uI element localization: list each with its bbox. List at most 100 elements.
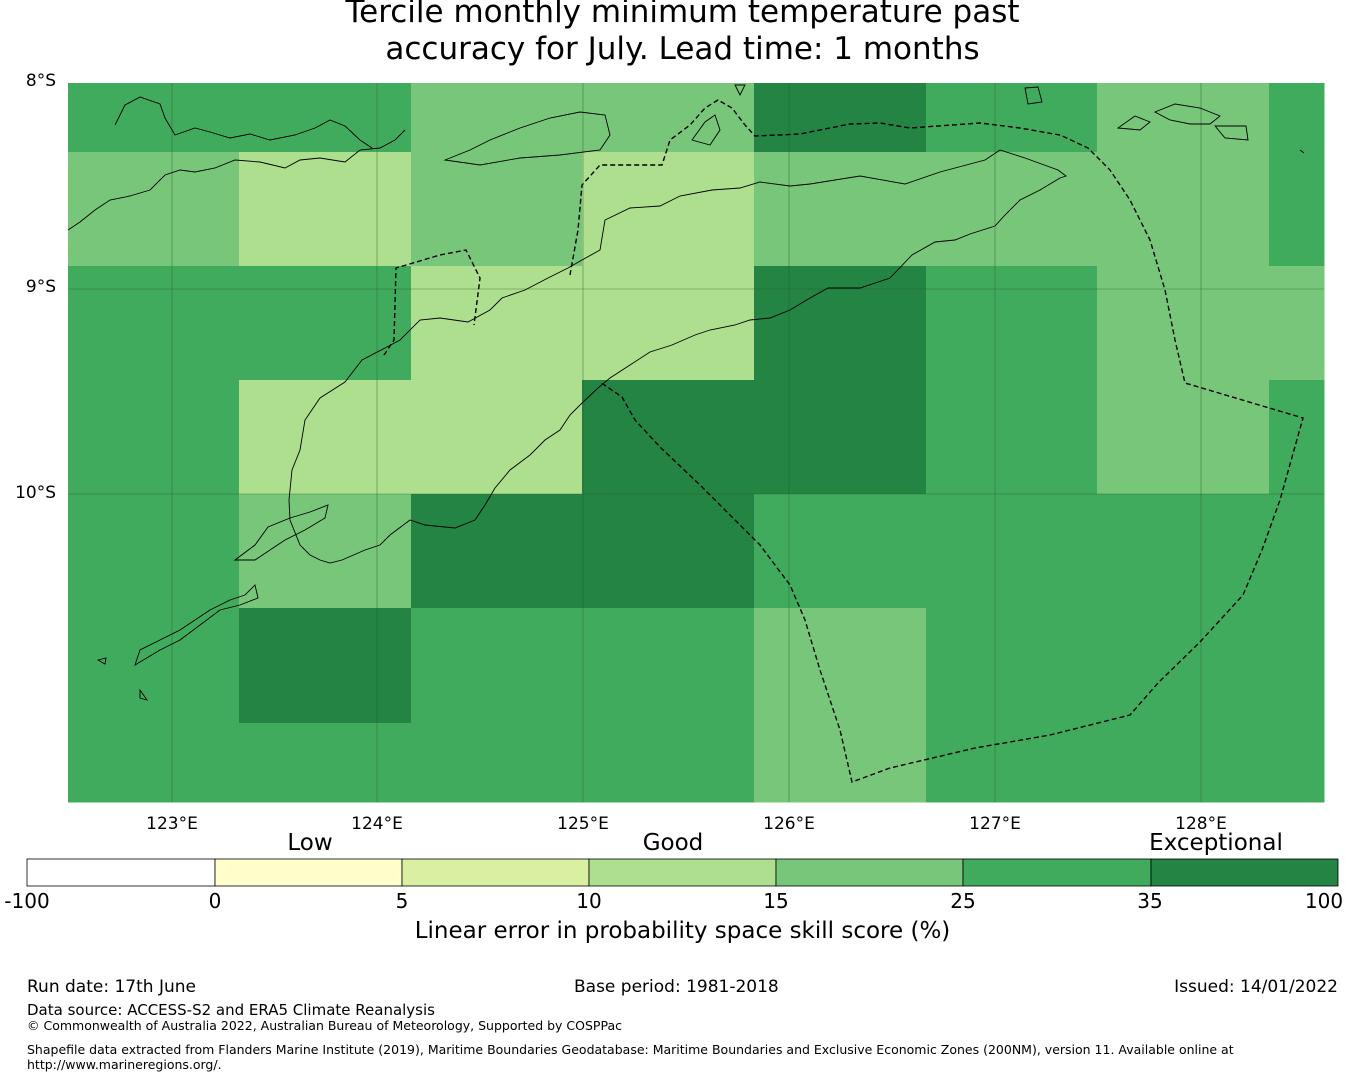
title-line-2: accuracy for July. Lead time: 1 months	[385, 31, 980, 67]
colorbar-segment	[401, 858, 590, 887]
skill-cell	[754, 494, 927, 609]
skill-cell	[582, 152, 755, 267]
small-island-sw-1	[96, 657, 107, 665]
skill-cell	[1097, 152, 1270, 267]
small-island-ne-1	[1299, 149, 1305, 154]
eez-boundary-north	[569, 99, 1304, 783]
title-line-1: Tercile monthly minimum temperature past	[345, 0, 1020, 30]
skill-cell	[582, 83, 755, 153]
skill-cell	[926, 723, 1098, 803]
skill-cell	[239, 266, 412, 381]
skill-cell	[926, 494, 1098, 609]
skill-cell	[68, 723, 240, 803]
small-island-east-1	[1024, 86, 1043, 105]
skill-cell	[926, 380, 1098, 495]
skill-cell	[582, 494, 755, 609]
run-date: Run date: 17th June	[27, 977, 196, 997]
colorbar-category-good: Good	[642, 830, 704, 856]
north-islands-coastline	[114, 96, 373, 149]
maritime-boundaries	[383, 99, 1304, 783]
skill-cell	[411, 83, 583, 153]
colorbar-category-low: Low	[287, 830, 333, 856]
map-title: Tercile monthly minimum temperature past…	[0, 0, 1365, 68]
skill-cell	[926, 83, 1098, 153]
skill-cell	[754, 266, 927, 381]
eez-boundary-west	[383, 249, 481, 356]
timor-island-coastline	[288, 149, 1067, 564]
skill-cell	[926, 152, 1098, 267]
skill-cell	[411, 608, 583, 724]
shapefile-citation: Shapefile data extracted from Flanders M…	[27, 1042, 1234, 1057]
colorbar-tick: 25	[950, 889, 976, 913]
colorbar-tick: 15	[763, 889, 789, 913]
skill-cell	[582, 380, 755, 495]
skill-cell	[1269, 380, 1325, 495]
skill-cell	[1269, 83, 1325, 153]
skill-cell	[68, 152, 240, 267]
issued-date: Issued: 14/01/2022	[1174, 977, 1338, 997]
colorbar-segment	[26, 858, 216, 887]
lon-label-123e: 123°E	[146, 814, 198, 834]
colorbar	[26, 858, 1339, 887]
skill-cell	[68, 380, 240, 495]
skill-cell	[582, 608, 755, 724]
small-island-ne-2	[734, 84, 746, 97]
small-island-east-3	[1153, 103, 1221, 125]
skill-cell	[1097, 380, 1270, 495]
small-island-sw-2	[139, 688, 149, 701]
shapefile-url: http://www.marineregions.org/.	[27, 1057, 222, 1072]
skill-cell	[411, 380, 583, 495]
skill-cell	[754, 152, 927, 267]
colorbar-segment	[962, 858, 1152, 887]
skill-cell	[1269, 608, 1325, 724]
small-island-east-4	[1214, 125, 1249, 141]
skill-grid	[68, 83, 1325, 803]
colorbar-segment	[214, 858, 403, 887]
skill-cell	[239, 380, 412, 495]
base-period: Base period: 1981-2018	[574, 977, 779, 997]
colorbar-segment	[588, 858, 777, 887]
copyright: © Commonwealth of Australia 2022, Austra…	[27, 1018, 622, 1033]
lat-label-9s: 9°S	[25, 277, 56, 297]
lon-label-125e: 125°E	[557, 814, 609, 834]
skill-cell	[582, 266, 755, 381]
skill-cell	[1269, 494, 1325, 609]
colorbar-category-exceptional: Exceptional	[1149, 830, 1283, 856]
skill-cell	[1097, 83, 1270, 153]
skill-cell	[68, 608, 240, 724]
lon-label-126e: 126°E	[763, 814, 815, 834]
lon-label-124e: 124°E	[351, 814, 403, 834]
skill-cell	[68, 266, 240, 381]
skill-cell	[1269, 723, 1325, 803]
colorbar-tick: -100	[4, 889, 50, 913]
skill-cell	[1269, 266, 1325, 381]
lon-label-127e: 127°E	[969, 814, 1021, 834]
skill-cell	[754, 380, 927, 495]
lat-label-8s: 8°S	[25, 71, 56, 91]
skill-cell	[754, 608, 927, 724]
flores-alor-coastline	[67, 129, 406, 231]
skill-cell	[1097, 266, 1270, 381]
skill-cell	[239, 83, 412, 153]
skill-cell	[1097, 494, 1270, 609]
colorbar-tick: 100	[1304, 889, 1344, 913]
wetar-coastline	[443, 111, 611, 166]
skill-cell	[68, 83, 240, 153]
skill-cell	[239, 608, 412, 724]
small-island-east-2	[1116, 115, 1151, 131]
colorbar-label: Linear error in probability space skill …	[414, 918, 951, 944]
skill-cell	[1097, 608, 1270, 724]
skill-cell	[411, 723, 583, 803]
rote-coastline	[233, 504, 329, 561]
atauro-coastline	[691, 114, 721, 146]
lon-label-128e: 128°E	[1175, 814, 1227, 834]
skill-cell	[754, 723, 927, 803]
coastlines	[67, 84, 1305, 701]
colorbar-tick: 0	[208, 889, 222, 913]
skill-cell	[1269, 152, 1325, 267]
colorbar-segment	[775, 858, 964, 887]
skill-cell	[411, 494, 583, 609]
skill-cell	[239, 152, 412, 267]
sawu-coastline	[134, 584, 259, 667]
